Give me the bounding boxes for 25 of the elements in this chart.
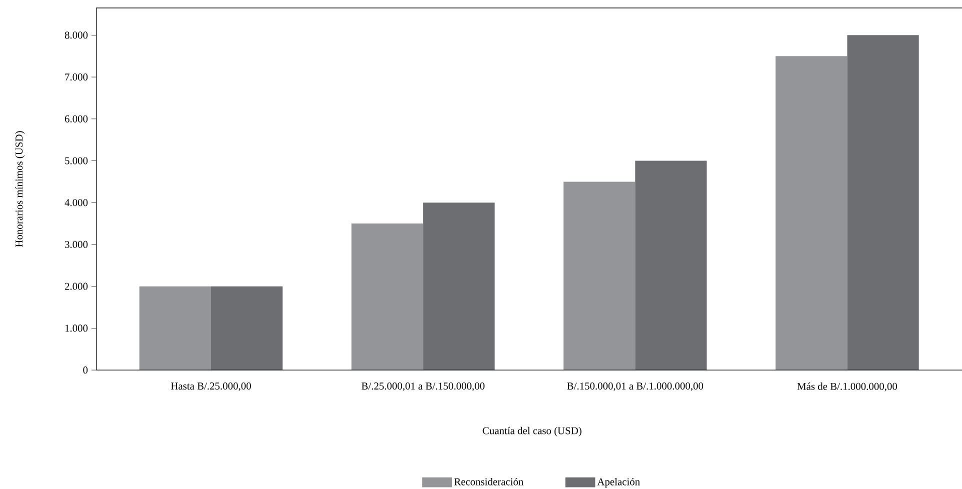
y-tick-label: 2.000	[64, 282, 88, 290]
y-tick-label: 5.000	[65, 156, 88, 164]
bar	[776, 56, 848, 370]
y-tick-label: 3.000	[65, 240, 88, 248]
x-axis-title: Cuantía del caso (USD)	[482, 426, 582, 436]
bar	[564, 181, 636, 370]
y-axis-title: Honorarios mínimos (USD)	[15, 130, 25, 247]
x-tick-label: Hasta B/.25.000,00	[170, 382, 251, 391]
y-tick-label: 7.000	[65, 73, 88, 80]
legend-label: Reconsideración	[454, 478, 524, 486]
bar	[847, 34, 919, 370]
bar	[139, 286, 212, 370]
y-tick-label: 4.000	[64, 198, 88, 206]
bar	[635, 160, 707, 370]
y-tick-label: 8.000	[64, 31, 88, 39]
x-tick-label: B/.150.000,01 a B/.1.000.000,00	[567, 382, 704, 391]
bar	[211, 286, 283, 370]
y-tick-label: 1.000	[65, 324, 88, 332]
y-tick-label: 0	[83, 366, 88, 374]
y-tick-label: 6.000	[64, 115, 88, 122]
legend-label: Apelación	[597, 478, 640, 488]
x-tick-label: Más de B/.1.000.000,00	[797, 382, 898, 392]
x-tick-label: B/.25.000,01 a B/.150.000,00	[362, 382, 484, 391]
bar	[351, 223, 424, 370]
bar	[423, 202, 495, 370]
